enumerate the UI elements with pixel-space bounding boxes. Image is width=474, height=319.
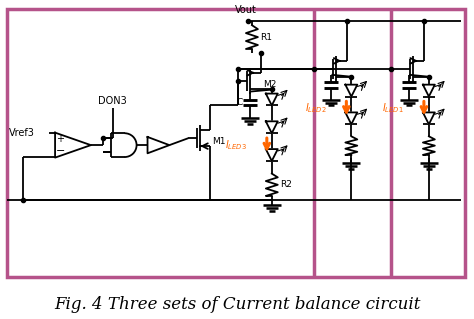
Polygon shape — [423, 112, 435, 124]
Text: M1: M1 — [212, 137, 226, 146]
Polygon shape — [266, 121, 278, 133]
Text: +: + — [56, 134, 64, 144]
Text: Vout: Vout — [235, 5, 257, 15]
Text: DON3: DON3 — [99, 95, 127, 106]
Polygon shape — [423, 85, 435, 97]
Polygon shape — [266, 93, 278, 106]
Text: R2: R2 — [280, 180, 292, 189]
Polygon shape — [266, 149, 278, 161]
Text: $\mathit{I_{LED1}}$: $\mathit{I_{LED1}}$ — [382, 101, 404, 115]
Text: M2: M2 — [263, 80, 276, 89]
Text: −: − — [55, 146, 65, 156]
Text: Vref3: Vref3 — [9, 128, 35, 138]
Text: Fig. 4 Three sets of Current balance circuit: Fig. 4 Three sets of Current balance cir… — [54, 296, 420, 313]
Text: $\mathit{I_{LED2}}$: $\mathit{I_{LED2}}$ — [305, 101, 327, 115]
Bar — [8, 9, 465, 277]
Text: C: C — [236, 98, 242, 107]
Polygon shape — [346, 112, 357, 124]
Polygon shape — [346, 85, 357, 97]
Text: $\mathit{I_{LED3}}$: $\mathit{I_{LED3}}$ — [225, 138, 247, 152]
Text: R1: R1 — [260, 33, 272, 41]
